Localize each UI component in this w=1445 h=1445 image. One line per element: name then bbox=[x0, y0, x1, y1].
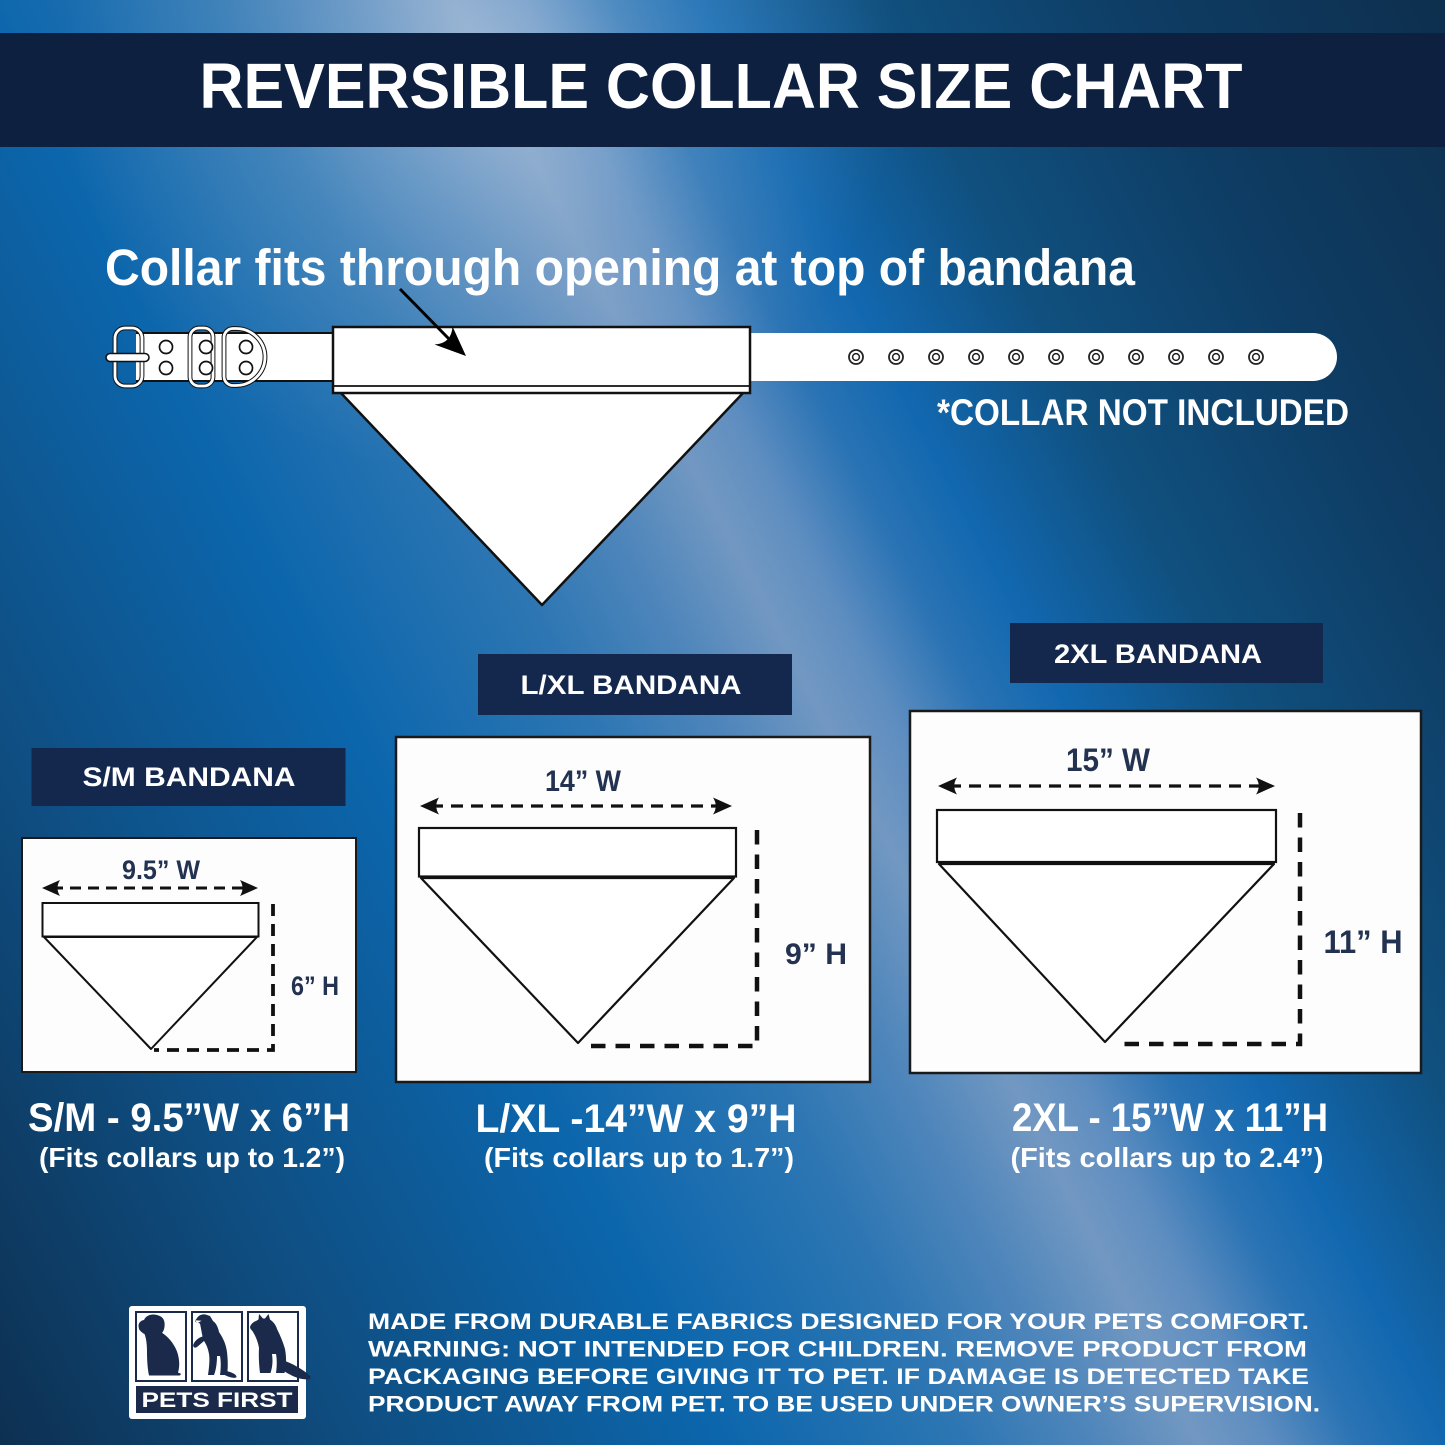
svg-text:L/XL -14”W x 9”H: L/XL -14”W x 9”H bbox=[476, 1097, 797, 1141]
svg-text:*COLLAR NOT INCLUDED: *COLLAR NOT INCLUDED bbox=[937, 392, 1349, 433]
svg-text:PRODUCT AWAY FROM PET. TO BE U: PRODUCT AWAY FROM PET. TO BE USED UNDER … bbox=[368, 1392, 1320, 1417]
svg-text:MADE FROM DURABLE FABRICS DESI: MADE FROM DURABLE FABRICS DESIGNED FOR Y… bbox=[368, 1309, 1309, 1334]
svg-text:L/XL BANDANA: L/XL BANDANA bbox=[521, 670, 742, 700]
svg-text:15” W: 15” W bbox=[1066, 742, 1151, 778]
svg-text:2XL - 15”W x 11”H: 2XL - 15”W x 11”H bbox=[1012, 1096, 1328, 1140]
svg-text:9.5” W: 9.5” W bbox=[122, 855, 200, 885]
svg-text:Collar fits through opening at: Collar fits through opening at top of ba… bbox=[105, 239, 1136, 296]
svg-text:14” W: 14” W bbox=[545, 765, 622, 798]
svg-text:REVERSIBLE COLLAR SIZE CHART: REVERSIBLE COLLAR SIZE CHART bbox=[200, 50, 1243, 122]
svg-text:PETS FIRST: PETS FIRST bbox=[142, 1389, 293, 1412]
svg-text:S/M - 9.5”W x 6”H: S/M - 9.5”W x 6”H bbox=[28, 1096, 350, 1140]
svg-text:9” H: 9” H bbox=[785, 938, 847, 971]
svg-text:2XL BANDANA: 2XL BANDANA bbox=[1054, 639, 1262, 669]
svg-text:(Fits collars up to 2.4”): (Fits collars up to 2.4”) bbox=[1011, 1142, 1324, 1173]
svg-text:PACKAGING BEFORE GIVING IT TO: PACKAGING BEFORE GIVING IT TO PET. IF DA… bbox=[368, 1364, 1309, 1389]
svg-text:11” H: 11” H bbox=[1324, 924, 1403, 960]
svg-text:6” H: 6” H bbox=[291, 971, 339, 1001]
svg-text:(Fits collars up to 1.2”): (Fits collars up to 1.2”) bbox=[39, 1142, 345, 1173]
svg-text:S/M BANDANA: S/M BANDANA bbox=[83, 762, 296, 792]
svg-text:WARNING: NOT INTENDED FOR CHIL: WARNING: NOT INTENDED FOR CHILDREN. REMO… bbox=[368, 1337, 1307, 1362]
svg-text:(Fits collars up to 1.7”): (Fits collars up to 1.7”) bbox=[484, 1142, 794, 1173]
